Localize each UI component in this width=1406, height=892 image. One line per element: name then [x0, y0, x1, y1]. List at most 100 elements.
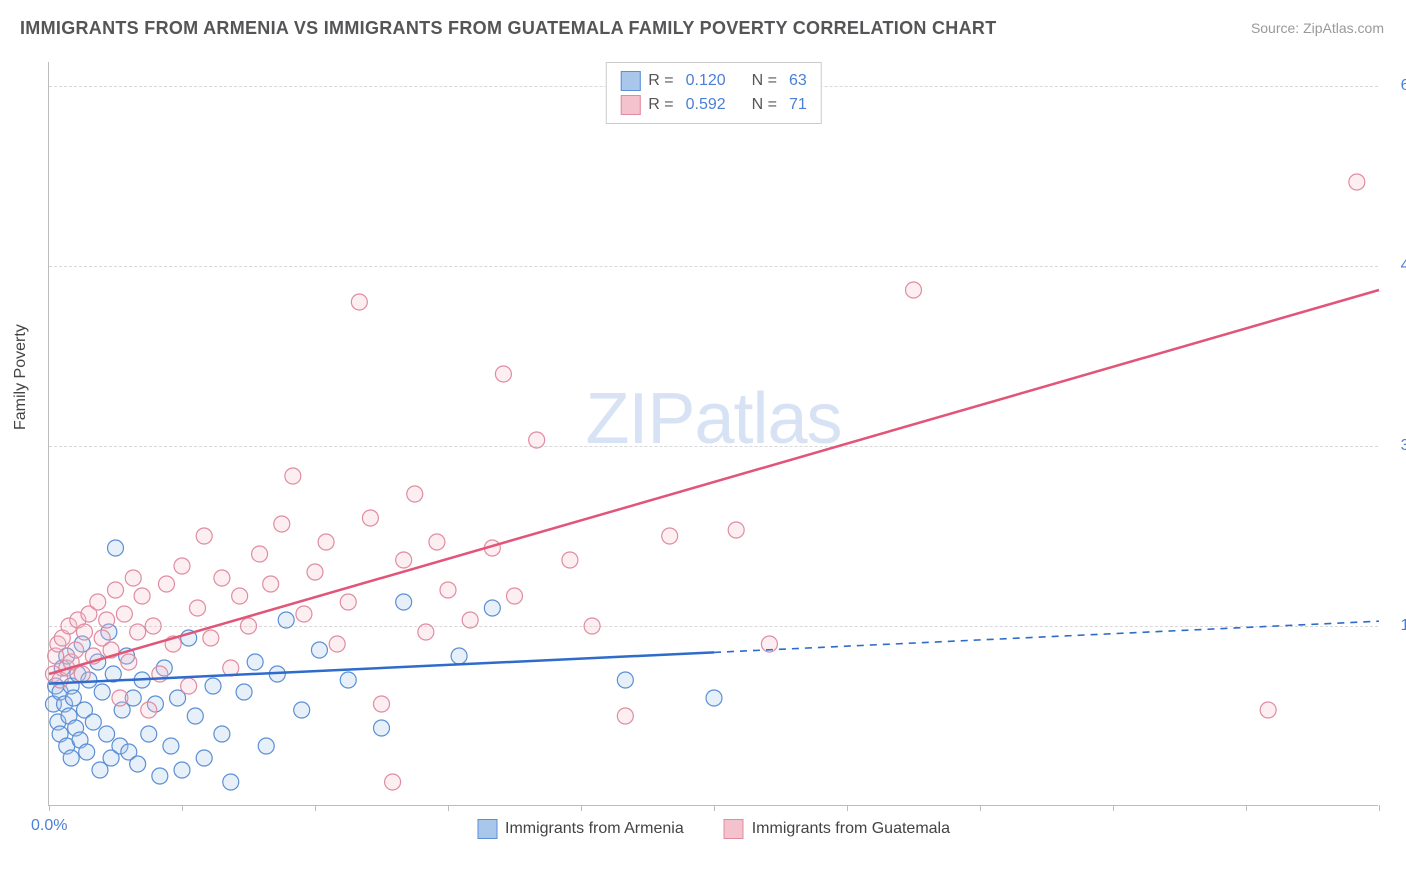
scatter-point	[152, 768, 168, 784]
y-tick-label: 30.0%	[1384, 437, 1406, 455]
scatter-point	[318, 534, 334, 550]
scatter-point	[145, 618, 161, 634]
x-tick	[182, 805, 183, 811]
x-tick	[1379, 805, 1380, 811]
y-tick-label: 45.0%	[1384, 257, 1406, 275]
scatter-point	[285, 468, 301, 484]
scatter-point	[462, 612, 478, 628]
scatter-point	[728, 522, 744, 538]
scatter-point	[130, 624, 146, 640]
scatter-point	[340, 594, 356, 610]
x-tick	[315, 805, 316, 811]
scatter-point	[99, 612, 115, 628]
scatter-point	[274, 516, 290, 532]
y-tick-label: 60.0%	[1384, 77, 1406, 95]
scatter-point	[63, 750, 79, 766]
scatter-point	[484, 600, 500, 616]
scatter-point	[507, 588, 523, 604]
chart-title: IMMIGRANTS FROM ARMENIA VS IMMIGRANTS FR…	[20, 18, 996, 39]
scatter-point	[263, 576, 279, 592]
y-axis-title: Family Poverty	[12, 324, 30, 430]
scatter-point	[112, 690, 128, 706]
scatter-point	[374, 696, 390, 712]
x-tick	[49, 805, 50, 811]
scatter-point	[108, 540, 124, 556]
trend-line	[49, 652, 714, 683]
scatter-point	[362, 510, 378, 526]
scatter-point	[181, 678, 197, 694]
plot-area: ZIPatlas 15.0%30.0%45.0%60.0% 0.0% 60.0%…	[48, 62, 1378, 806]
scatter-point	[351, 294, 367, 310]
scatter-point	[125, 570, 141, 586]
x-tick	[1113, 805, 1114, 811]
scatter-point	[440, 582, 456, 598]
scatter-point	[385, 774, 401, 790]
scatter-point	[451, 648, 467, 664]
legend-item-guatemala: Immigrants from Guatemala	[724, 819, 950, 839]
scatter-point	[407, 486, 423, 502]
scatter-point	[662, 528, 678, 544]
scatter-point	[584, 618, 600, 634]
legend-swatch-armenia	[477, 819, 497, 839]
scatter-point	[418, 624, 434, 640]
scatter-point	[79, 744, 95, 760]
scatter-point	[141, 726, 157, 742]
scatter-point	[205, 678, 221, 694]
scatter-point	[196, 750, 212, 766]
scatter-point	[278, 612, 294, 628]
scatter-point	[68, 642, 84, 658]
scatter-point	[121, 654, 137, 670]
scatter-point	[429, 534, 445, 550]
legend-label: Immigrants from Armenia	[505, 820, 684, 838]
scatter-point	[214, 726, 230, 742]
scatter-point	[174, 762, 190, 778]
scatter-point	[1349, 174, 1365, 190]
x-tick	[1246, 805, 1247, 811]
x-tick	[448, 805, 449, 811]
scatter-point	[85, 714, 101, 730]
scatter-point	[529, 432, 545, 448]
scatter-point	[99, 726, 115, 742]
scatter-point	[174, 558, 190, 574]
scatter-point	[196, 528, 212, 544]
x-tick	[581, 805, 582, 811]
plot-svg	[49, 62, 1378, 805]
scatter-point	[396, 594, 412, 610]
scatter-point	[617, 708, 633, 724]
scatter-point	[141, 702, 157, 718]
scatter-point	[495, 366, 511, 382]
scatter-point	[236, 684, 252, 700]
scatter-point	[617, 672, 633, 688]
legend-swatch-guatemala	[724, 819, 744, 839]
scatter-point	[252, 546, 268, 562]
scatter-point	[396, 552, 412, 568]
scatter-point	[187, 708, 203, 724]
x-axis-min-label: 0.0%	[31, 817, 67, 835]
scatter-point	[562, 552, 578, 568]
scatter-point	[296, 606, 312, 622]
scatter-point	[340, 672, 356, 688]
chart-source: Source: ZipAtlas.com	[1251, 20, 1384, 36]
scatter-point	[329, 636, 345, 652]
correlation-chart: IMMIGRANTS FROM ARMENIA VS IMMIGRANTS FR…	[0, 0, 1406, 892]
scatter-point	[94, 684, 110, 700]
trend-line	[49, 290, 1379, 674]
scatter-point	[247, 654, 263, 670]
scatter-point	[311, 642, 327, 658]
scatter-point	[76, 624, 92, 640]
scatter-point	[134, 588, 150, 604]
scatter-point	[74, 666, 90, 682]
scatter-point	[214, 570, 230, 586]
x-tick	[980, 805, 981, 811]
legend-label: Immigrants from Guatemala	[752, 820, 950, 838]
scatter-point	[90, 594, 106, 610]
trend-line-extrapolated	[714, 621, 1379, 652]
scatter-point	[190, 600, 206, 616]
scatter-point	[258, 738, 274, 754]
scatter-point	[232, 588, 248, 604]
scatter-point	[163, 738, 179, 754]
scatter-point	[203, 630, 219, 646]
series-legend: Immigrants from Armenia Immigrants from …	[477, 819, 950, 839]
scatter-point	[906, 282, 922, 298]
scatter-point	[223, 774, 239, 790]
